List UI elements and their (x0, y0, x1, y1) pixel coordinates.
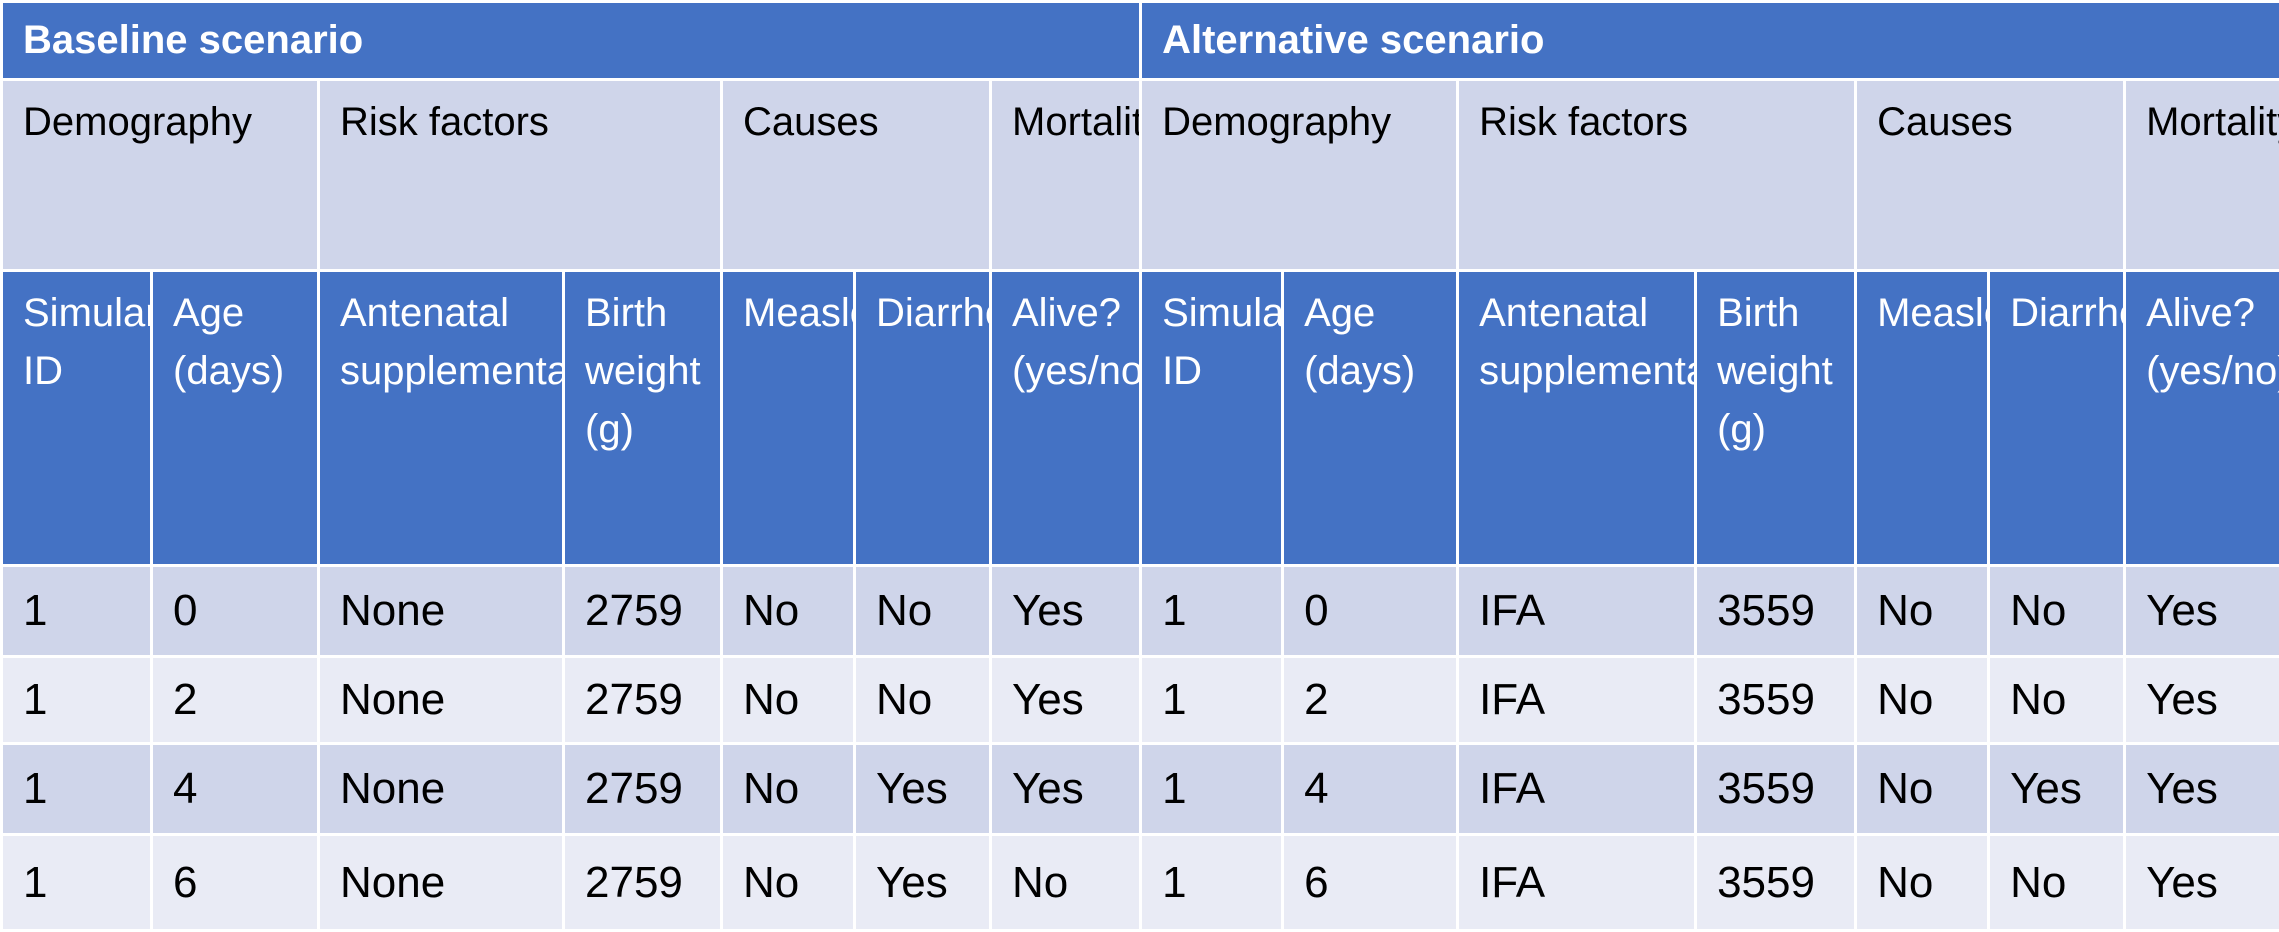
table-cell: Yes (2125, 657, 2279, 744)
baseline-group-mortality: Mortality (991, 80, 1141, 271)
table-cell: 2759 (564, 835, 722, 931)
table-cell: 3559 (1696, 835, 1856, 931)
table-cell: 2 (152, 657, 319, 744)
table-cell: 4 (1283, 744, 1458, 835)
alternative-group-demography: Demography (1141, 80, 1458, 271)
table-cell: 2759 (564, 744, 722, 835)
baseline-column-header: Diarrhea (855, 271, 991, 566)
baseline-column-header: Measles (722, 271, 855, 566)
table-cell: 6 (1283, 835, 1458, 931)
table-cell: 1 (1141, 744, 1283, 835)
table-cell: 6 (152, 835, 319, 931)
table-cell: 1 (1141, 835, 1283, 931)
alternative-group-mortality: Mortality (2125, 80, 2279, 271)
table-cell: Yes (2125, 744, 2279, 835)
table-cell: None (319, 744, 564, 835)
table-cell: None (319, 657, 564, 744)
table-cell: 2759 (564, 657, 722, 744)
baseline-group-causes: Causes (722, 80, 991, 271)
table-cell: No (722, 744, 855, 835)
table-cell: No (722, 657, 855, 744)
table-cell: 4 (152, 744, 319, 835)
table-cell: Yes (2125, 566, 2279, 657)
table-cell: Yes (1989, 744, 2125, 835)
table-cell: IFA (1458, 566, 1696, 657)
table-cell: No (1856, 657, 1989, 744)
table-cell: None (319, 835, 564, 931)
table-cell: No (855, 657, 991, 744)
baseline-column-header: Birth weight (g) (564, 271, 722, 566)
table-cell: 2759 (564, 566, 722, 657)
table-cell: No (855, 566, 991, 657)
table-cell: No (1856, 566, 1989, 657)
table-cell: None (319, 566, 564, 657)
alternative-group-risk-factors: Risk factors (1458, 80, 1856, 271)
alternative-column-header: Alive? (yes/no) (2125, 271, 2279, 566)
alternative-scenario-title: Alternative scenario (1141, 2, 2279, 80)
table-cell: No (1989, 566, 2125, 657)
table-cell: No (1989, 835, 2125, 931)
alternative-column-header: Age (days) (1283, 271, 1458, 566)
alternative-column-header: Measles (1856, 271, 1989, 566)
table-cell: 1 (1141, 657, 1283, 744)
table-cell: Yes (2125, 835, 2279, 931)
table-cell: 1 (1141, 566, 1283, 657)
alternative-column-header: Simulant ID (1141, 271, 1283, 566)
baseline-column-header: Antenatal supplementation (319, 271, 564, 566)
table-cell: 1 (2, 744, 152, 835)
table-cell: 1 (2, 566, 152, 657)
table-cell: 3559 (1696, 744, 1856, 835)
table-cell: 3559 (1696, 657, 1856, 744)
table-cell: No (1856, 835, 1989, 931)
baseline-scenario-title: Baseline scenario (2, 2, 1141, 80)
table-cell: 2 (1283, 657, 1458, 744)
table-cell: No (991, 835, 1141, 931)
table-cell: Yes (855, 744, 991, 835)
table-cell: IFA (1458, 835, 1696, 931)
table-cell: Yes (991, 744, 1141, 835)
table-cell: No (1856, 744, 1989, 835)
alternative-column-header: Antenatal supplementation (1458, 271, 1696, 566)
baseline-column-header: Simulant ID (2, 271, 152, 566)
table-cell: 0 (1283, 566, 1458, 657)
table-cell: Yes (991, 566, 1141, 657)
baseline-group-demography: Demography (2, 80, 319, 271)
table-cell: Yes (855, 835, 991, 931)
baseline-column-header: Alive? (yes/no) (991, 271, 1141, 566)
alternative-group-causes: Causes (1856, 80, 2125, 271)
table-cell: No (722, 566, 855, 657)
table-cell: No (1989, 657, 2125, 744)
baseline-column-header: Age (days) (152, 271, 319, 566)
table-cell: No (722, 835, 855, 931)
table-cell: 0 (152, 566, 319, 657)
table-cell: IFA (1458, 657, 1696, 744)
alternative-column-header: Diarrhea (1989, 271, 2125, 566)
table-cell: 1 (2, 657, 152, 744)
table-cell: Yes (991, 657, 1141, 744)
alternative-column-header: Birth weight (g) (1696, 271, 1856, 566)
table-cell: IFA (1458, 744, 1696, 835)
table-cell: 1 (2, 835, 152, 931)
table-cell: 3559 (1696, 566, 1856, 657)
baseline-group-risk-factors: Risk factors (319, 80, 722, 271)
